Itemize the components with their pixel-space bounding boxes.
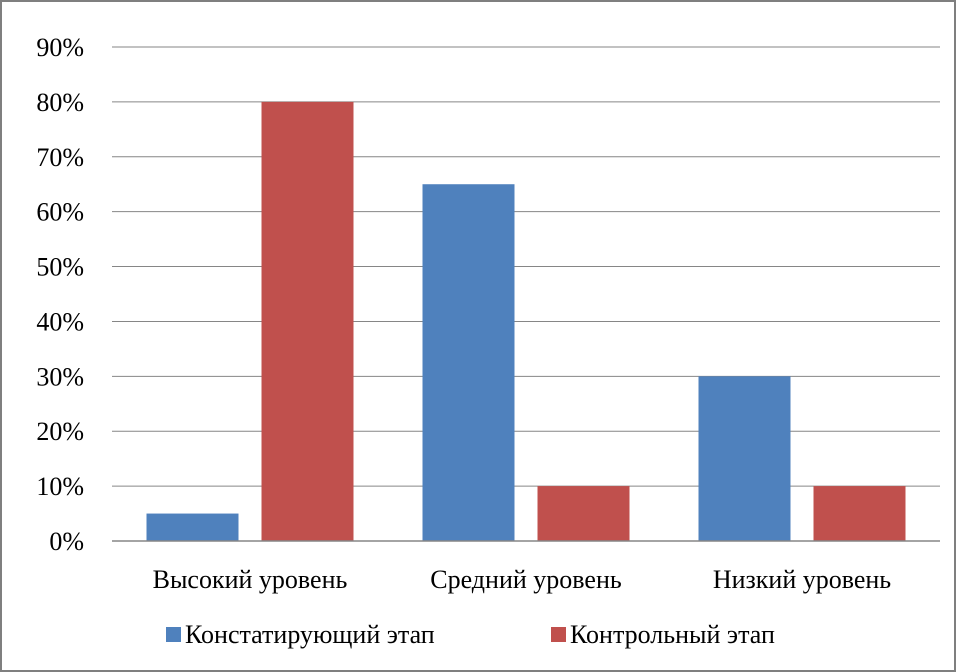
- category-label: Средний уровень: [430, 565, 622, 594]
- y-tick-label: 50%: [36, 253, 84, 282]
- bar-series-1-3: [698, 376, 791, 541]
- y-tick-label: 80%: [36, 88, 84, 117]
- y-tick-label: 60%: [36, 198, 84, 227]
- y-tick-label: 70%: [36, 143, 84, 172]
- legend-label: Констатирующий этап: [185, 620, 435, 649]
- y-tick-label: 10%: [36, 472, 84, 501]
- y-axis-ticks: 0% 10% 20% 30% 40% 50% 60% 70% 80% 90%: [36, 33, 84, 556]
- category-labels: Высокий уровень Средний уровень Низкий уро…: [153, 565, 892, 594]
- y-tick-label: 90%: [36, 33, 84, 62]
- bar-series-2-3: [813, 486, 906, 541]
- category-label: Высокий уровень: [153, 565, 348, 594]
- y-tick-label: 20%: [36, 417, 84, 446]
- y-tick-label: 0%: [49, 527, 84, 556]
- legend: Констатирующий этап Контрольный этап: [166, 620, 775, 649]
- bar-series-1-2: [422, 184, 515, 541]
- legend-label: Контрольный этап: [570, 620, 775, 649]
- category-label: Низкий уровень: [713, 565, 891, 594]
- bar-series-2-1: [261, 101, 354, 541]
- legend-swatch: [166, 627, 181, 642]
- bars: [146, 101, 906, 541]
- bar-series-2-2: [537, 486, 630, 541]
- y-tick-label: 40%: [36, 307, 84, 336]
- gridlines: [112, 46, 940, 487]
- bar-series-1-1: [146, 513, 239, 541]
- y-tick-label: 30%: [36, 362, 84, 391]
- legend-swatch: [551, 627, 566, 642]
